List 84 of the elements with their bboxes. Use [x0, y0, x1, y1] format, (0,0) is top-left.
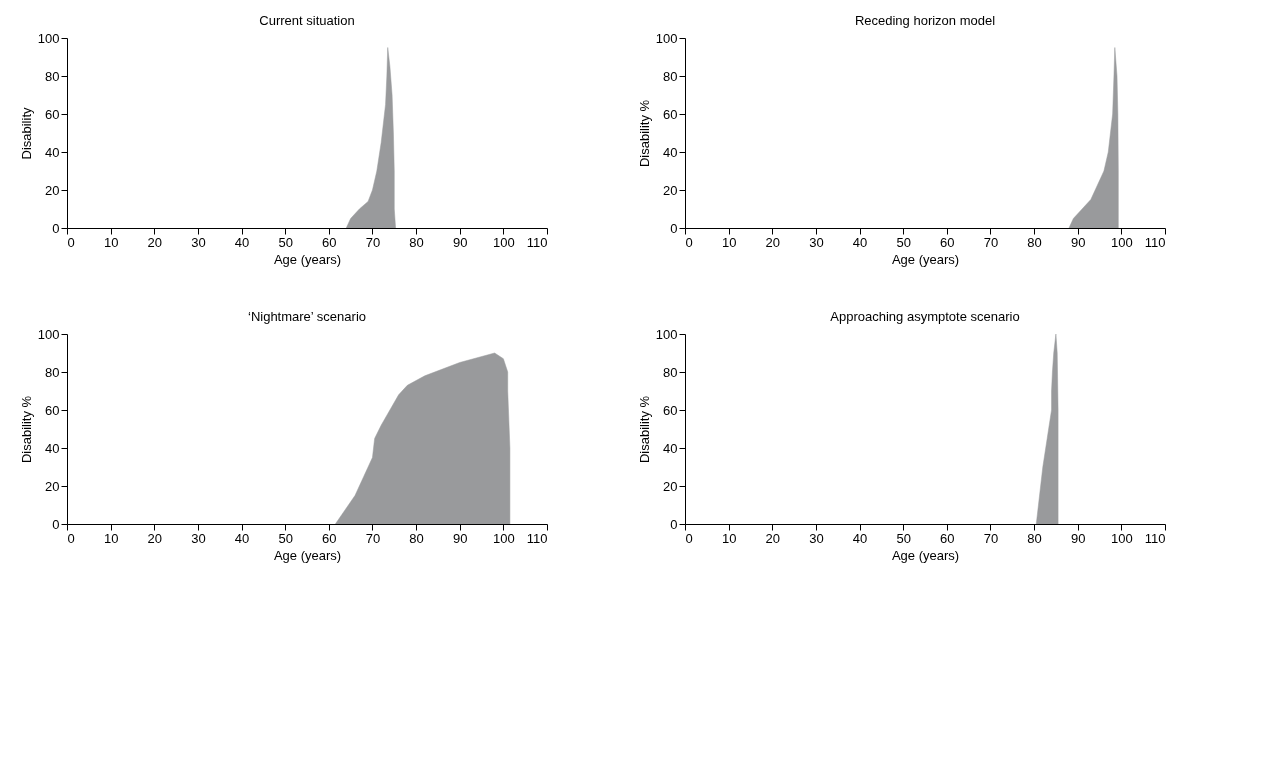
y-tick-label: 100 — [37, 326, 60, 342]
x-tick-label: 110 — [526, 530, 548, 546]
x-tick-label: 30 — [191, 530, 206, 546]
chart-title: Current situation — [259, 13, 355, 28]
x-tick-label: 40 — [852, 234, 868, 250]
y-tick-label: 20 — [663, 182, 678, 198]
x-tick-label: 100 — [1111, 530, 1133, 546]
x-tick-label: 20 — [765, 234, 781, 250]
x-tick-label: 110 — [1144, 234, 1166, 250]
x-tick-label: 50 — [278, 530, 293, 546]
x-tick-label: 10 — [721, 234, 737, 250]
x-tick-label: 30 — [191, 234, 206, 250]
x-tick-label: 40 — [234, 530, 250, 546]
x-tick-label: 90 — [1070, 234, 1086, 250]
x-tick-label: 100 — [493, 234, 515, 250]
y-tick-label: 80 — [45, 364, 60, 380]
x-tick-label: 110 — [526, 234, 548, 250]
x-tick-label: 60 — [322, 530, 337, 546]
y-tick-label: 80 — [663, 364, 678, 380]
x-tick-label: 90 — [1070, 530, 1086, 546]
x-tick-label: 70 — [365, 234, 381, 250]
y-tick-label: 0 — [670, 220, 678, 236]
x-tick-label: 20 — [147, 530, 163, 546]
y-tick-label: 40 — [663, 144, 678, 160]
x-tick-label: 40 — [234, 234, 250, 250]
y-tick-label: 0 — [52, 516, 60, 532]
chart-title: Receding horizon model — [854, 13, 996, 28]
chart-title: Approaching asymptote scenario — [830, 309, 1020, 324]
x-tick-label: 70 — [365, 530, 381, 546]
y-tick-label: 80 — [663, 68, 678, 84]
x-tick-label: 40 — [852, 530, 868, 546]
y-tick-label: 60 — [663, 106, 678, 122]
x-tick-label: 100 — [1111, 234, 1133, 250]
y-tick-label: 60 — [663, 402, 678, 418]
y-tick-label: 20 — [45, 182, 60, 198]
y-axis-title: Disability % — [636, 99, 652, 168]
x-tick-label: 20 — [765, 530, 781, 546]
x-axis-title: Age (years) — [273, 251, 342, 267]
x-tick-label: 90 — [452, 234, 468, 250]
x-tick-label: 60 — [940, 530, 955, 546]
y-tick-label: 20 — [45, 478, 60, 494]
x-tick-label: 60 — [940, 234, 955, 250]
x-tick-label: 80 — [1027, 234, 1042, 250]
x-tick-label: 50 — [278, 234, 293, 250]
x-tick-label: 0 — [67, 530, 75, 546]
y-tick-label: 40 — [45, 440, 60, 456]
x-tick-label: 80 — [409, 234, 424, 250]
x-tick-label: 100 — [493, 530, 515, 546]
x-tick-label: 10 — [103, 234, 119, 250]
x-tick-label: 50 — [896, 234, 911, 250]
y-tick-label: 100 — [655, 326, 678, 342]
chart-title: ‘Nightmare’ scenario — [247, 309, 367, 324]
x-tick-label: 80 — [1027, 530, 1042, 546]
x-tick-label: 30 — [809, 530, 824, 546]
y-tick-label: 0 — [670, 516, 678, 532]
y-axis-title: Disability — [18, 107, 34, 160]
x-tick-label: 80 — [409, 530, 424, 546]
y-tick-label: 40 — [663, 440, 678, 456]
x-tick-label: 30 — [809, 234, 824, 250]
y-tick-label: 60 — [45, 402, 60, 418]
x-tick-label: 70 — [983, 530, 999, 546]
x-tick-label: 10 — [103, 530, 119, 546]
x-tick-label: 0 — [685, 530, 693, 546]
x-tick-label: 0 — [685, 234, 693, 250]
x-tick-label: 90 — [452, 530, 468, 546]
y-tick-label: 100 — [655, 30, 678, 46]
y-axis-title: Disability % — [18, 395, 34, 464]
x-tick-label: 50 — [896, 530, 911, 546]
x-axis-title: Age (years) — [891, 547, 960, 563]
y-tick-label: 100 — [37, 30, 60, 46]
x-tick-label: 20 — [147, 234, 163, 250]
y-tick-label: 60 — [45, 106, 60, 122]
x-axis-title: Age (years) — [273, 547, 342, 563]
y-tick-label: 40 — [45, 144, 60, 160]
y-tick-label: 0 — [52, 220, 60, 236]
x-tick-label: 0 — [67, 234, 75, 250]
x-tick-label: 60 — [322, 234, 337, 250]
x-tick-label: 10 — [721, 530, 737, 546]
y-tick-label: 20 — [663, 478, 678, 494]
x-tick-label: 110 — [1144, 530, 1166, 546]
x-tick-label: 70 — [983, 234, 999, 250]
y-axis-title: Disability % — [636, 395, 652, 464]
x-axis-title: Age (years) — [891, 251, 960, 267]
y-tick-label: 80 — [45, 68, 60, 84]
